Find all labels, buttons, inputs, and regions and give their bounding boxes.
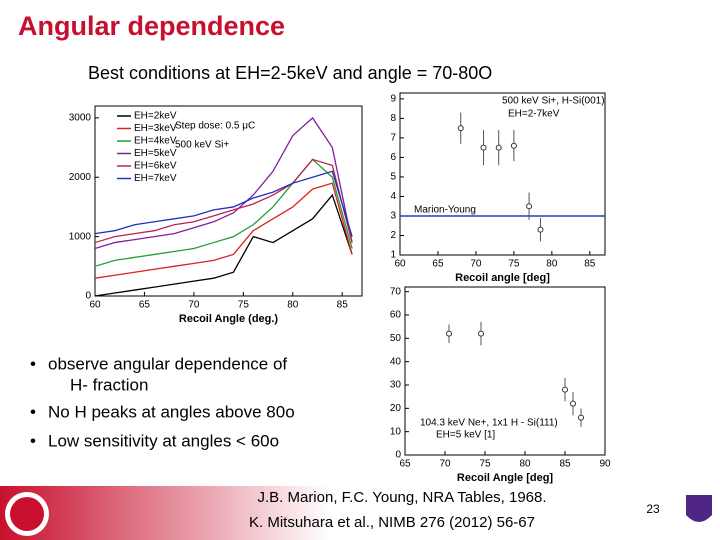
y-tick-label: 2 <box>390 230 396 241</box>
point <box>570 400 576 407</box>
series-line <box>94 182 353 279</box>
point <box>495 144 502 151</box>
x-tick-label: 90 <box>599 459 611 470</box>
point <box>562 386 568 393</box>
slide-title: Angular dependence <box>18 11 285 41</box>
plot-frame <box>399 92 606 256</box>
legend-label: EH=3keV <box>134 123 177 134</box>
bullets: • observe angular dependence of H- fract… <box>30 354 295 450</box>
y-tick-label: 5 <box>390 172 396 183</box>
reference: K. Mitsuhara et al., NIMB 276 (2012) 56-… <box>249 514 535 531</box>
x-tick-label: 70 <box>470 259 482 270</box>
y-tick-label: 70 <box>390 286 402 297</box>
y-tick-label: 40 <box>390 356 402 367</box>
point <box>510 142 517 149</box>
x-tick-label: 65 <box>432 259 444 270</box>
x-tick-label: 85 <box>559 459 571 470</box>
y-tick-label: 3000 <box>69 113 92 124</box>
x-tick-label: 70 <box>188 300 200 311</box>
bullet-dot: • <box>30 431 36 450</box>
bullet: observe angular dependence of <box>48 354 287 373</box>
y-tick-label: 8 <box>390 113 396 124</box>
annotation: Step dose: 0.5 μC <box>175 121 255 132</box>
legend-label: EH=2keV <box>134 111 177 122</box>
plot-frame <box>94 105 363 297</box>
y-tick-label: 50 <box>390 333 402 344</box>
x-axis-label: Recoil Angle [deg] <box>457 472 553 484</box>
x-tick-label: 65 <box>139 300 151 311</box>
bullet-dot: • <box>30 354 36 373</box>
annotation: Marion-Young <box>414 205 476 216</box>
legend-label: EH=7keV <box>134 173 177 184</box>
y-tick-label: 3 <box>390 211 396 222</box>
y-tick-label: 2000 <box>69 172 92 183</box>
footer-band <box>0 486 330 540</box>
x-axis-label: Recoil angle [deg] <box>455 272 550 284</box>
x-tick-label: 70 <box>439 459 451 470</box>
annotation: EH=5 keV [1] <box>436 430 495 441</box>
point <box>478 330 484 337</box>
y-tick-label: 7 <box>390 133 396 144</box>
x-tick-label: 75 <box>479 459 491 470</box>
page-number: 23 <box>646 502 660 516</box>
bullet: H- fraction <box>70 375 148 394</box>
point <box>480 144 487 151</box>
x-tick-label: 60 <box>394 259 406 270</box>
legend-label: EH=4keV <box>134 136 177 147</box>
y-tick-label: 9 <box>390 93 396 104</box>
point <box>446 330 452 337</box>
western-logo <box>686 495 712 522</box>
bullet: Low sensitivity at angles < 60o <box>48 431 279 450</box>
point <box>578 414 584 421</box>
bullet: No H peaks at angles above 80o <box>48 402 295 421</box>
x-tick-label: 60 <box>89 300 101 311</box>
legend-label: EH=5keV <box>134 148 177 159</box>
y-tick-label: 1000 <box>69 231 92 242</box>
x-tick-label: 75 <box>238 300 250 311</box>
reference: J.B. Marion, F.C. Young, NRA Tables, 196… <box>257 489 546 506</box>
x-axis-label: Recoil Angle (deg.) <box>179 313 279 325</box>
series-line <box>94 158 353 244</box>
y-tick-label: 0 <box>85 291 91 302</box>
annotation: 500 keV Si+ <box>175 140 229 151</box>
x-tick-label: 85 <box>584 259 596 270</box>
y-tick-label: 4 <box>390 191 396 202</box>
y-tick-label: 0 <box>395 450 401 461</box>
x-tick-label: 80 <box>287 300 299 311</box>
y-tick-label: 10 <box>390 426 402 437</box>
y-tick-label: 60 <box>390 310 402 321</box>
subtitle: Best conditions at EH=2-5keV and angle =… <box>88 63 492 83</box>
x-tick-label: 65 <box>399 459 411 470</box>
y-tick-label: 6 <box>390 152 396 163</box>
x-tick-label: 75 <box>508 259 520 270</box>
point <box>457 125 464 132</box>
annotation: EH=2-7keV <box>508 109 560 120</box>
point <box>526 203 533 210</box>
annotation: 500 keV Si+, H-Si(001) <box>502 96 605 107</box>
annotation: 104.3 keV Ne+, 1x1 H - Si(111) <box>420 418 558 429</box>
point <box>537 226 544 233</box>
logo <box>10 497 44 531</box>
series-line <box>94 116 353 250</box>
y-tick-label: 30 <box>390 380 402 391</box>
x-tick-label: 85 <box>337 300 349 311</box>
y-tick-label: 1 <box>390 250 396 261</box>
series-line <box>94 193 353 297</box>
bullet-dot: • <box>30 402 36 421</box>
x-tick-label: 80 <box>546 259 558 270</box>
y-tick-label: 20 <box>390 403 402 414</box>
legend-label: EH=6keV <box>134 161 177 172</box>
plot-frame <box>404 286 606 456</box>
series-line <box>94 170 353 237</box>
x-tick-label: 80 <box>519 459 531 470</box>
